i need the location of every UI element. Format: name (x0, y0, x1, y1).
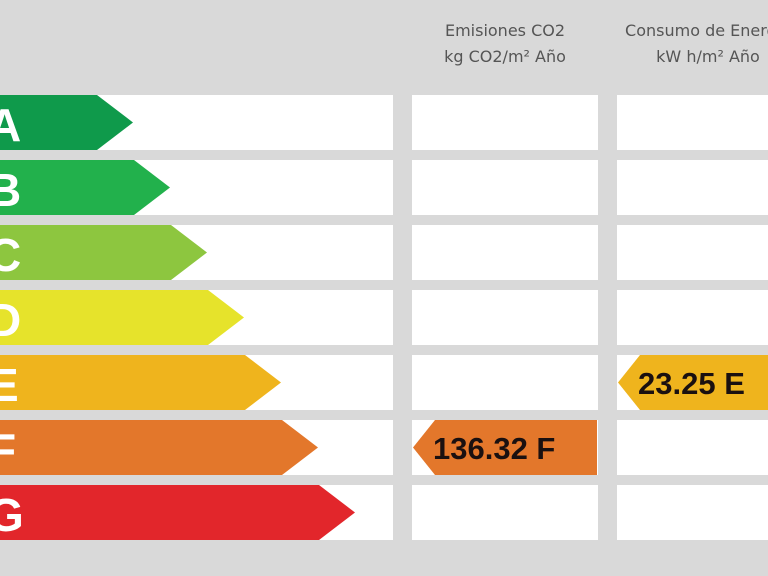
co2-cell-g (412, 485, 598, 540)
co2-indicator: 136.32 F (413, 420, 597, 475)
co2-cell-a (412, 95, 598, 150)
rating-letter: C (0, 229, 22, 281)
rating-bar-d: D (0, 290, 244, 345)
energy-indicator-value: 23.25 E (638, 366, 745, 401)
rating-letter: A (0, 99, 22, 151)
energy-cell-f (617, 420, 768, 475)
rating-letter: D (0, 294, 22, 346)
rating-letter: G (0, 489, 24, 541)
co2-indicator-value: 136.32 F (433, 431, 556, 466)
rating-bar-c: C (0, 225, 207, 280)
rating-letter: E (0, 359, 19, 411)
co2-cell-e (412, 355, 598, 410)
energy-header-unit: kW h/m² Año (656, 47, 760, 66)
energy-header-title: Consumo de Energía (625, 21, 768, 40)
rating-letter: F (0, 424, 17, 476)
rating-bar-b: B (0, 160, 170, 215)
co2-header-unit: kg CO2/m² Año (444, 47, 566, 66)
energy-cell-c (617, 225, 768, 280)
energy-indicator: 23.25 E (618, 355, 768, 410)
energy-header: Consumo de Energía kW h/m² Año (608, 18, 768, 70)
energy-cell-b (617, 160, 768, 215)
energy-cell-g (617, 485, 768, 540)
energy-cell-d (617, 290, 768, 345)
co2-cell-d (412, 290, 598, 345)
rating-bar-f: F (0, 420, 318, 475)
co2-cell-b (412, 160, 598, 215)
co2-header: Emisiones CO2 kg CO2/m² Año (412, 18, 598, 70)
rating-bar-e: E (0, 355, 281, 410)
co2-cell-c (412, 225, 598, 280)
energy-cell-a (617, 95, 768, 150)
rating-letter: B (0, 164, 22, 216)
co2-header-title: Emisiones CO2 (444, 21, 566, 40)
rating-bar-g: G (0, 485, 355, 540)
